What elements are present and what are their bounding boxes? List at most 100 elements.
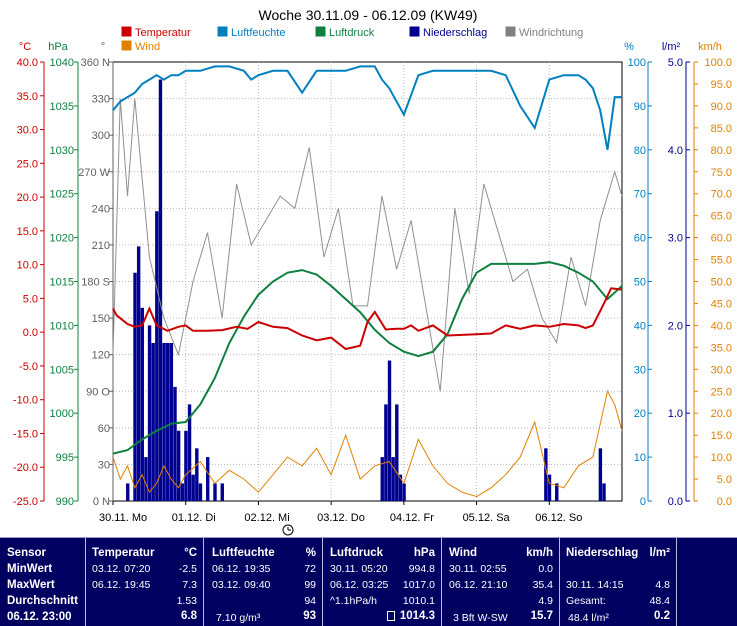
hum-avg-value: 94: [304, 595, 316, 607]
statistics-table: Sensor MinWert MaxWert Durchschnitt 06.1…: [0, 537, 737, 626]
rain-unit-label: l/m²: [662, 41, 681, 53]
rain-bar: [191, 474, 195, 501]
wind-speed-unit-label: km/h: [698, 41, 722, 53]
rain-bar: [547, 474, 552, 501]
header-humidity-unit: %: [305, 547, 316, 559]
windrichtung-line: [112, 98, 623, 392]
wind-speed-tick-label: 65.0: [711, 211, 732, 223]
temperature-tick-label: 35.0: [17, 91, 38, 103]
rain-bar: [206, 457, 210, 501]
header-temperature-unit: °C: [184, 547, 197, 559]
wind-direction-tick-label: 60: [98, 423, 110, 435]
header-humidity: Luftfeuchte: [212, 547, 275, 559]
wind-speed-tick-label: 45.0: [711, 298, 732, 310]
pressure-unit-label: hPa: [48, 41, 68, 53]
rain-bar: [213, 483, 217, 501]
wind-speed-tick-label: 40.0: [711, 320, 732, 332]
wind-avg-value: 4.9: [538, 595, 553, 607]
wind-speed-tick-label: 75.0: [711, 167, 732, 179]
rain-bar: [602, 483, 606, 501]
temp-max-value: 7.3: [182, 579, 197, 591]
col-rain: Niederschlag l/m² 30.11. 14:15 4.8 Gesam…: [560, 538, 677, 626]
rain-bar: [187, 404, 192, 501]
temperature-tick-label: 25.0: [17, 158, 38, 170]
humidity-tick-label: 10: [634, 452, 646, 464]
rain-max-value: 4.8: [655, 579, 670, 591]
hum-max-value: 99: [304, 579, 316, 591]
wind-current-value: 15.7: [530, 610, 553, 622]
row-min-label: MinWert: [7, 563, 53, 575]
temp-min-value: -2.5: [178, 563, 197, 575]
humidity-tick-label: 30: [634, 364, 646, 376]
temp-min-time: 03.12. 07:20: [92, 563, 151, 575]
rain-bar: [198, 483, 203, 501]
temperature-tick-label: -5.0: [19, 361, 38, 373]
rain-tick-label: 2.0: [668, 320, 683, 332]
wind-speed-tick-label: 95.0: [711, 79, 732, 91]
rain-bar: [384, 404, 388, 501]
temperature-tick-label: -20.0: [13, 462, 38, 474]
humidity-unit-label: %: [624, 41, 634, 53]
wind-direction-tick-label: 360 N: [81, 57, 110, 69]
x-tick-label: 04.12. Fr: [390, 512, 434, 524]
rain-bar: [387, 360, 392, 501]
wind-speed-tick-label: 55.0: [711, 255, 732, 267]
x-tick-label: 06.12. So: [535, 512, 582, 524]
pressure-tick-label: 1010: [50, 320, 74, 332]
wind-speed-tick-label: 5.0: [717, 474, 732, 486]
pressure-tick-label: 1030: [50, 145, 74, 157]
col-sensor: Sensor MinWert MaxWert Durchschnitt 06.1…: [0, 538, 86, 626]
rain-current-total: 48.4 l/m²: [568, 612, 609, 624]
wind-direction-tick-label: 180 S: [81, 277, 110, 289]
press-min-value: 994.8: [408, 563, 435, 575]
header-rain-unit: l/m²: [649, 547, 670, 559]
humidity-tick-label: 40: [634, 320, 646, 332]
rain-bar: [176, 430, 181, 501]
temperature-tick-label: 10.0: [17, 260, 38, 272]
pressure-tick-label: 1025: [50, 189, 74, 201]
humidity-tick-label: 50: [634, 277, 646, 289]
rain-bar: [220, 483, 224, 501]
temperature-tick-label: 5.0: [23, 293, 38, 305]
luftfeuchte-line: [112, 65, 622, 150]
legend-swatch: [409, 26, 420, 37]
header-wind: Wind: [449, 547, 477, 559]
header-wind-unit: km/h: [526, 547, 553, 559]
wind-speed-tick-label: 100.0: [704, 57, 732, 69]
wind-speed-tick-label: 35.0: [711, 342, 732, 354]
rain-tick-label: 3.0: [668, 233, 683, 245]
humidity-tick-label: 80: [634, 145, 646, 157]
wind-direction-tick-label: 240: [92, 203, 110, 215]
x-tick-label: 01.12. Di: [172, 512, 216, 524]
pressure-tick-label: 1000: [50, 408, 74, 420]
rain-bar: [126, 483, 130, 501]
rain-bar: [155, 211, 159, 501]
wind-speed-tick-label: 15.0: [711, 430, 732, 442]
header-pressure: Luftdruck: [330, 547, 384, 559]
temperature-tick-label: 15.0: [17, 226, 38, 238]
wind-speed-tick-label: 20.0: [711, 408, 732, 420]
col-wind: Wind km/h 30.11. 02:55 0.0 06.12. 21:10 …: [442, 538, 560, 626]
humidity-tick-label: 70: [634, 189, 646, 201]
rain-bar: [398, 474, 403, 501]
temperatur-line: [112, 287, 623, 351]
rain-bar: [173, 386, 177, 501]
humidity-tick-label: 90: [634, 101, 646, 113]
humidity-tick-label: 20: [634, 408, 646, 420]
wind-speed-tick-label: 50.0: [711, 277, 732, 289]
wind-direction-tick-label: 330: [92, 94, 110, 106]
press-max-value: 1017.0: [402, 579, 435, 591]
rain-tick-label: 0.0: [668, 496, 683, 508]
rain-bar: [380, 457, 384, 501]
header-rain: Niederschlag: [566, 547, 639, 559]
temperature-tick-label: 0.0: [23, 327, 38, 339]
hum-min-value: 72: [304, 563, 316, 575]
wind-speed-tick-label: 60.0: [711, 233, 732, 245]
weather-chart: Woche 30.11.09 - 06.12.09 (KW49) Tempera…: [13, 7, 732, 536]
legend-swatch: [217, 26, 228, 37]
press-trend: ^1.1hPa/h: [330, 595, 377, 607]
rain-bar: [144, 457, 148, 501]
wind-min-time: 30.11. 02:55: [449, 563, 507, 575]
wind-direction-tick-label: 0 N: [93, 496, 110, 508]
rain-bar: [147, 325, 152, 501]
